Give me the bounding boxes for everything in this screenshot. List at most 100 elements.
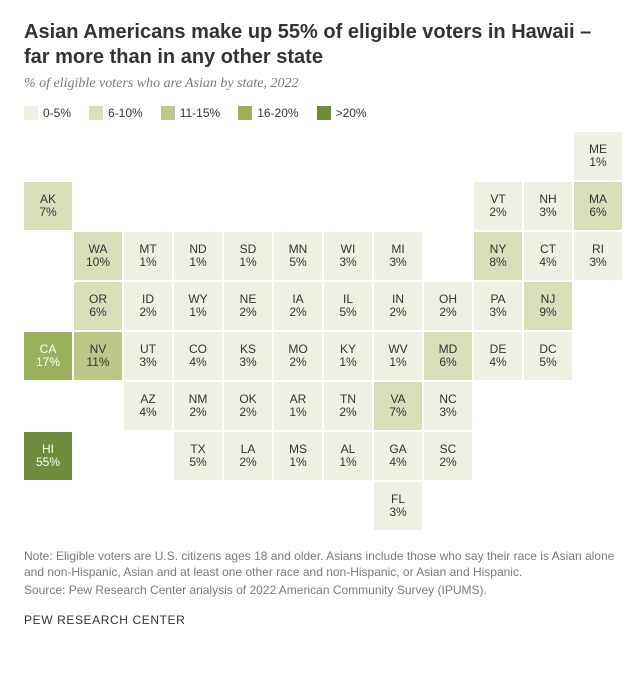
state-cell-la: LA2% bbox=[224, 432, 272, 480]
state-value: 3% bbox=[139, 356, 156, 369]
state-cell-al: AL1% bbox=[324, 432, 372, 480]
state-value: 55% bbox=[36, 456, 60, 469]
state-value: 4% bbox=[389, 456, 406, 469]
state-value: 2% bbox=[489, 206, 506, 219]
state-value: 1% bbox=[239, 256, 256, 269]
state-value: 3% bbox=[389, 506, 406, 519]
state-value: 2% bbox=[439, 306, 456, 319]
state-cell-wy: WY1% bbox=[174, 282, 222, 330]
state-cell-ut: UT3% bbox=[124, 332, 172, 380]
state-cell-mt: MT1% bbox=[124, 232, 172, 280]
legend-item: 16-20% bbox=[238, 106, 298, 120]
state-cell-mo: MO2% bbox=[274, 332, 322, 380]
state-value: 5% bbox=[539, 356, 556, 369]
state-cell-vt: VT2% bbox=[474, 182, 522, 230]
state-value: 2% bbox=[289, 356, 306, 369]
state-cell-ny: NY8% bbox=[474, 232, 522, 280]
state-value: 2% bbox=[289, 306, 306, 319]
state-value: 1% bbox=[189, 256, 206, 269]
state-cell-nd: ND1% bbox=[174, 232, 222, 280]
state-value: 11% bbox=[86, 356, 109, 369]
legend-swatch bbox=[317, 106, 331, 120]
state-cell-wv: WV1% bbox=[374, 332, 422, 380]
state-cell-az: AZ4% bbox=[124, 382, 172, 430]
state-value: 1% bbox=[189, 306, 206, 319]
state-cell-ct: CT4% bbox=[524, 232, 572, 280]
legend-swatch bbox=[238, 106, 252, 120]
state-cell-ia: IA2% bbox=[274, 282, 322, 330]
state-cell-ms: MS1% bbox=[274, 432, 322, 480]
state-cell-tx: TX5% bbox=[174, 432, 222, 480]
chart-title: Asian Americans make up 55% of eligible … bbox=[24, 20, 615, 70]
state-cell-wi: WI3% bbox=[324, 232, 372, 280]
state-value: 1% bbox=[139, 256, 156, 269]
state-cell-wa: WA10% bbox=[74, 232, 122, 280]
state-cell-ak: AK7% bbox=[24, 182, 72, 230]
state-value: 1% bbox=[289, 456, 306, 469]
state-cell-il: IL5% bbox=[324, 282, 372, 330]
legend-item: 11-15% bbox=[161, 106, 220, 120]
state-value: 2% bbox=[189, 406, 206, 419]
legend-label: 11-15% bbox=[180, 106, 220, 120]
state-cell-va: VA7% bbox=[374, 382, 422, 430]
state-value: 9% bbox=[539, 306, 556, 319]
state-cell-or: OR6% bbox=[74, 282, 122, 330]
state-cell-co: CO4% bbox=[174, 332, 222, 380]
state-value: 8% bbox=[489, 256, 506, 269]
state-value: 4% bbox=[539, 256, 556, 269]
state-cell-pa: PA3% bbox=[474, 282, 522, 330]
state-cell-ne: NE2% bbox=[224, 282, 272, 330]
state-value: 2% bbox=[389, 306, 406, 319]
state-cell-me: ME1% bbox=[574, 132, 622, 180]
legend-swatch bbox=[24, 106, 38, 120]
state-cell-nm: NM2% bbox=[174, 382, 222, 430]
state-cell-id: ID2% bbox=[124, 282, 172, 330]
state-value: 2% bbox=[139, 306, 156, 319]
state-cell-fl: FL3% bbox=[374, 482, 422, 530]
state-value: 3% bbox=[539, 206, 556, 219]
state-value: 4% bbox=[489, 356, 506, 369]
state-cell-nc: NC3% bbox=[424, 382, 472, 430]
state-value: 4% bbox=[139, 406, 156, 419]
state-value: 1% bbox=[339, 356, 356, 369]
state-value: 17% bbox=[36, 356, 60, 369]
state-cell-sd: SD1% bbox=[224, 232, 272, 280]
state-cell-oh: OH2% bbox=[424, 282, 472, 330]
state-value: 5% bbox=[189, 456, 206, 469]
state-value: 5% bbox=[289, 256, 306, 269]
legend-item: 6-10% bbox=[89, 106, 143, 120]
state-cell-ok: OK2% bbox=[224, 382, 272, 430]
state-value: 2% bbox=[239, 406, 256, 419]
chart-footer: PEW RESEARCH CENTER bbox=[24, 613, 615, 627]
chart-source: Source: Pew Research Center analysis of … bbox=[24, 582, 615, 598]
state-value: 3% bbox=[239, 356, 256, 369]
state-cell-hi: HI55% bbox=[24, 432, 72, 480]
legend-swatch bbox=[161, 106, 175, 120]
state-cell-ar: AR1% bbox=[274, 382, 322, 430]
state-value: 3% bbox=[489, 306, 506, 319]
state-cell-ca: CA17% bbox=[24, 332, 72, 380]
state-value: 7% bbox=[39, 206, 56, 219]
state-value: 6% bbox=[439, 356, 456, 369]
state-cell-nv: NV11% bbox=[74, 332, 122, 380]
state-cell-sc: SC2% bbox=[424, 432, 472, 480]
state-value: 6% bbox=[89, 306, 106, 319]
legend-label: 16-20% bbox=[257, 106, 298, 120]
state-value: 5% bbox=[339, 306, 356, 319]
state-value: 2% bbox=[339, 406, 356, 419]
legend: 0-5%6-10%11-15%16-20%>20% bbox=[24, 106, 615, 120]
state-cell-ks: KS3% bbox=[224, 332, 272, 380]
state-value: 2% bbox=[239, 456, 256, 469]
state-value: 1% bbox=[389, 356, 406, 369]
state-cell-dc: DC5% bbox=[524, 332, 572, 380]
legend-swatch bbox=[89, 106, 103, 120]
state-value: 6% bbox=[589, 206, 606, 219]
state-cell-md: MD6% bbox=[424, 332, 472, 380]
legend-label: >20% bbox=[336, 106, 367, 120]
chart-subtitle: % of eligible voters who are Asian by st… bbox=[24, 76, 615, 92]
state-cell-ma: MA6% bbox=[574, 182, 622, 230]
state-cell-tn: TN2% bbox=[324, 382, 372, 430]
state-value: 3% bbox=[339, 256, 356, 269]
state-cell-ky: KY1% bbox=[324, 332, 372, 380]
legend-item: >20% bbox=[317, 106, 367, 120]
